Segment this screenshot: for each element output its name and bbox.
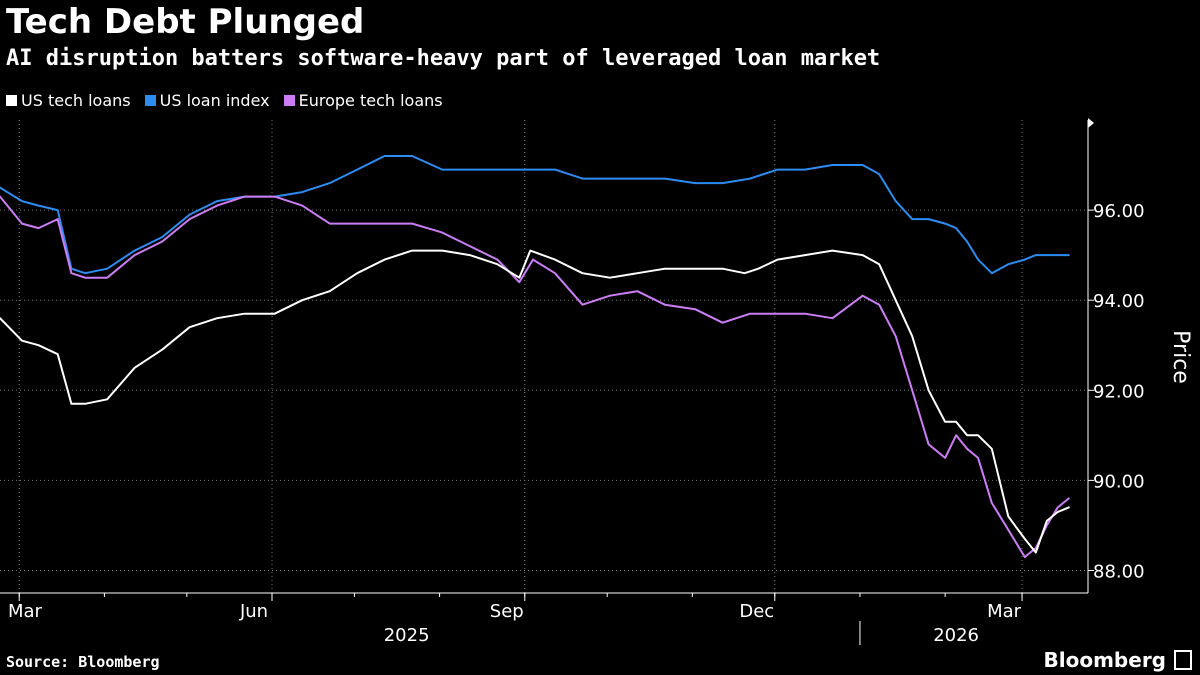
series-line-us-tech-loans	[0, 249, 1070, 554]
legend-swatch-us-tech	[6, 95, 17, 106]
y-tick-label: 96.00	[1093, 201, 1145, 222]
year-label: 2025	[384, 625, 430, 646]
legend-item-us-index: US loan index	[144, 91, 270, 110]
brand-logo-text: Bloomberg	[1043, 648, 1166, 672]
source-note: Source: Bloomberg	[6, 653, 160, 671]
bloomberg-mark-icon	[1174, 650, 1192, 670]
y-tick-label: 88.00	[1093, 561, 1145, 582]
legend-label-us-index: US loan index	[159, 91, 270, 110]
x-tick-label: Mar	[987, 601, 1022, 622]
legend-swatch-europe-tech	[283, 95, 295, 106]
x-tick-label: Dec	[739, 601, 774, 622]
chart-subtitle: AI disruption batters software-heavy par…	[6, 46, 881, 71]
y-tick-label: 94.00	[1093, 291, 1145, 312]
year-label: 2026	[933, 625, 979, 646]
x-tick-label: Jun	[239, 601, 268, 622]
x-tick-label: Mar	[8, 601, 43, 622]
legend: US tech loans US loan index Europe tech …	[6, 91, 443, 110]
series-line-europe-tech-loans	[0, 195, 1070, 558]
x-tick-label: Sep	[490, 601, 524, 622]
y-tick-label: 92.00	[1093, 381, 1145, 402]
y-tick-label: 90.00	[1093, 471, 1145, 492]
series-line-us-loan-index	[0, 155, 1070, 275]
y-axis-title: Price	[1168, 330, 1193, 384]
legend-label-us-tech: US tech loans	[21, 91, 131, 110]
legend-item-us-tech: US tech loans	[6, 91, 131, 110]
legend-swatch-us-index	[144, 95, 156, 106]
legend-label-europe-tech: Europe tech loans	[298, 91, 443, 110]
chart-title: Tech Debt Plunged	[6, 2, 365, 42]
y-axis-arrow	[1088, 118, 1094, 128]
legend-item-europe-tech: Europe tech loans	[283, 91, 443, 110]
